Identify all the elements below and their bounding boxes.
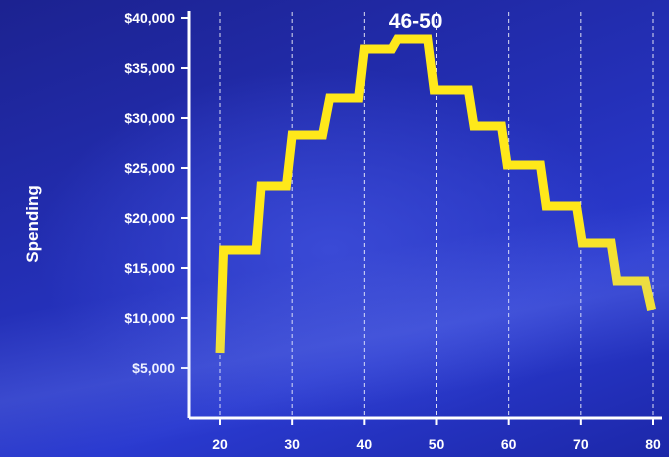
y-tick-label-5000: $5,000 [132, 360, 175, 376]
y-tick-label-40000: $40,000 [124, 10, 175, 26]
annotation-peak-label: 46-50 [389, 10, 443, 33]
x-tick-layer: 20 30 40 50 60 70 80 [212, 418, 661, 452]
axis-layer [187, 11, 662, 420]
x-tick-label-80: 80 [645, 436, 661, 452]
x-tick-label-40: 40 [357, 436, 373, 452]
series-layer [215, 34, 656, 354]
x-tick-label-20: 20 [212, 436, 228, 452]
x-tick-label-50: 50 [429, 436, 445, 452]
x-tick-label-60: 60 [501, 436, 517, 452]
y-tick-label-25000: $25,000 [124, 160, 175, 176]
y-tick-label-35000: $35,000 [124, 60, 175, 76]
y-tick-label-20000: $20,000 [124, 210, 175, 226]
annotation-layer: 46-50 [389, 10, 443, 33]
y-tick-label-10000: $10,000 [124, 310, 175, 326]
series-line-0 [215, 34, 656, 354]
y-tick-label-15000: $15,000 [124, 260, 175, 276]
y-tick-label-30000: $30,000 [124, 110, 175, 126]
x-tick-label-30: 30 [284, 436, 300, 452]
y-tick-layer: $5,000 $10,000 $15,000 $20,000 $25,000 $30,00… [124, 10, 189, 376]
x-tick-label-70: 70 [573, 436, 589, 452]
y-axis-label: Spending [23, 185, 42, 262]
